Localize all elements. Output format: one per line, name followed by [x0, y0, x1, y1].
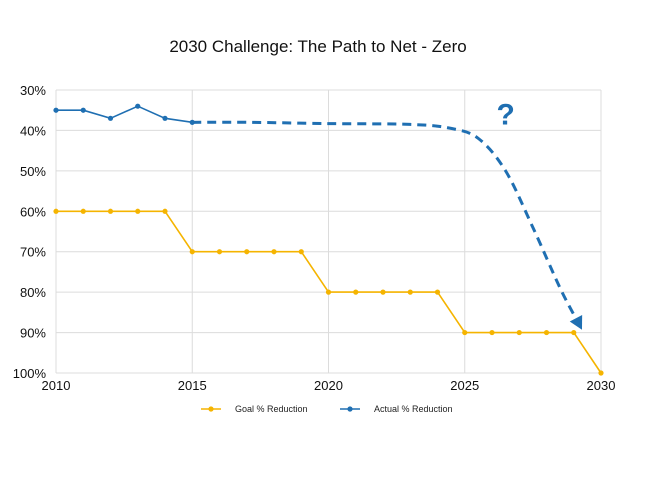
projection-line: [192, 120, 583, 330]
y-tick-label: 60%: [20, 204, 46, 219]
data-point: [543, 329, 550, 336]
data-point: [380, 289, 386, 295]
data-point: [53, 107, 59, 113]
data-point: [53, 208, 59, 214]
data-point: [189, 249, 195, 255]
data-point: [80, 208, 86, 214]
annotation-question-mark: ?: [496, 98, 514, 131]
y-tick-label: 50%: [20, 164, 46, 179]
data-point: [107, 115, 114, 121]
series-line: [56, 105, 193, 124]
y-tick-label: 90%: [20, 326, 46, 341]
y-tick-label: 70%: [20, 245, 46, 260]
series-0: [53, 208, 604, 376]
data-point: [244, 249, 250, 255]
y-tick-label: 40%: [20, 123, 46, 138]
data-point: [298, 249, 304, 255]
legend-label: Goal % Reduction: [235, 404, 308, 414]
data-point: [135, 103, 141, 109]
series-1: [53, 103, 195, 125]
data-point: [462, 329, 468, 336]
legend-swatch-marker: [208, 406, 214, 412]
legend-swatch-marker: [347, 406, 353, 412]
x-tick-label: 2015: [178, 378, 207, 393]
data-point: [271, 249, 277, 255]
data-point: [80, 107, 86, 113]
data-point: [489, 329, 495, 336]
annotations: ?: [496, 98, 514, 131]
legend: Goal % Reduction Actual % Reduction: [201, 404, 453, 414]
data-point: [135, 208, 141, 214]
data-point: [162, 208, 168, 214]
data-point: [407, 289, 413, 295]
legend-item: Actual % Reduction: [340, 404, 453, 414]
data-point: [216, 249, 223, 255]
x-axis-ticks: 2010 2015 2020 2025 2030: [42, 378, 616, 393]
projection-arrowhead: [569, 315, 583, 330]
y-axis-ticks: 30% 40% 50% 60% 70% 80% 90% 100%: [13, 83, 47, 381]
data-point: [434, 289, 441, 295]
data-point: [107, 208, 114, 214]
chart-title: 2030 Challenge: The Path to Net - Zero: [169, 37, 466, 56]
y-tick-label: 80%: [20, 285, 46, 300]
data-point: [571, 329, 577, 336]
data-point: [325, 289, 332, 295]
data-point: [353, 289, 359, 295]
data-point: [598, 370, 604, 376]
data-point: [162, 115, 168, 121]
y-tick-label: 100%: [13, 366, 47, 381]
y-tick-label: 30%: [20, 83, 46, 98]
legend-item: Goal % Reduction: [201, 404, 308, 414]
x-tick-label: 2030: [587, 378, 616, 393]
x-tick-label: 2010: [42, 378, 71, 393]
x-tick-label: 2020: [314, 378, 343, 393]
legend-label: Actual % Reduction: [374, 404, 453, 414]
x-tick-label: 2025: [450, 378, 479, 393]
projection-dashed-line: [192, 120, 581, 326]
data-point: [516, 329, 522, 336]
